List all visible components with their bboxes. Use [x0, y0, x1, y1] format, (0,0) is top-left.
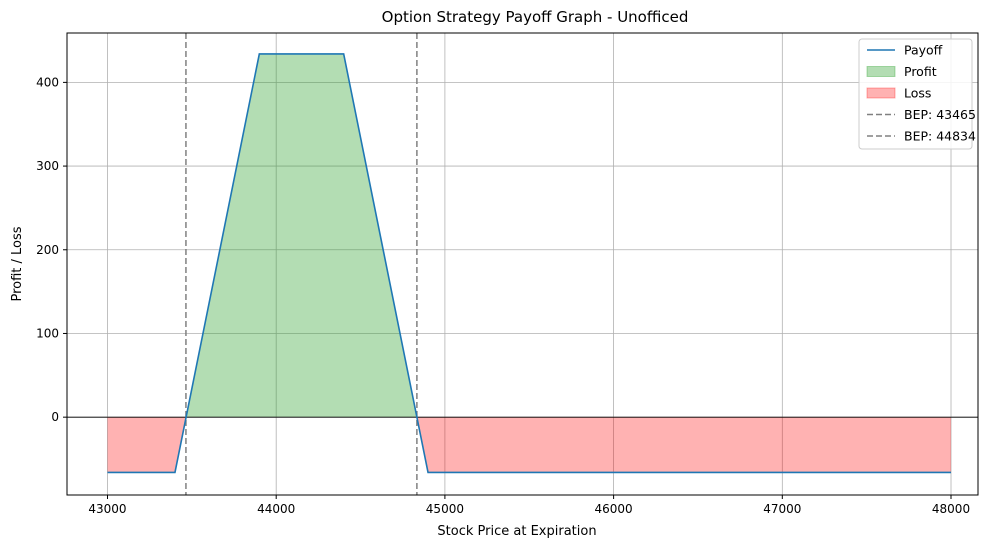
chart-title: Option Strategy Payoff Graph - Unofficed: [382, 8, 689, 26]
loss-area: [416, 417, 952, 473]
x-tick-label: 47000: [763, 502, 801, 516]
y-axis: 0 100 200 300 400: [36, 75, 67, 424]
y-tick-label: 200: [36, 243, 59, 257]
legend-label: Profit: [904, 64, 937, 79]
x-axis-title: Stock Price at Expiration: [437, 524, 596, 539]
payoff-line-layer: [107, 53, 952, 474]
legend: Payoff Profit Loss BEP: 43465 BEP: 44834: [858, 38, 976, 150]
legend-label: BEP: 44834: [904, 129, 976, 144]
plot-frame: [66, 32, 979, 496]
legend-handle-profit: [866, 66, 896, 77]
legend-handle-loss: [866, 87, 896, 99]
x-tick-label: 43000: [88, 502, 126, 516]
legend-box: [858, 38, 973, 150]
y-tick-label: 0: [51, 410, 59, 424]
x-tick-label: 48000: [932, 502, 970, 516]
loss-area: [107, 417, 187, 473]
payoff-line: [107, 53, 952, 474]
x-axis: 43000 44000 45000 46000 47000 48000: [88, 495, 970, 516]
breakeven-lines: [185, 33, 418, 495]
x-tick-label: 44000: [257, 502, 295, 516]
legend-label: Payoff: [904, 43, 943, 58]
legend-label: BEP: 43465: [904, 107, 976, 122]
profit-area: [186, 53, 417, 418]
y-tick-label: 300: [36, 159, 59, 173]
x-tick-label: 46000: [595, 502, 633, 516]
legend-label: Loss: [904, 86, 931, 101]
y-tick-label: 400: [36, 75, 59, 89]
fill-areas: [107, 53, 952, 473]
y-tick-label: 100: [36, 326, 59, 340]
y-axis-title: Profit / Loss: [10, 226, 25, 301]
x-tick-label: 45000: [426, 502, 464, 516]
